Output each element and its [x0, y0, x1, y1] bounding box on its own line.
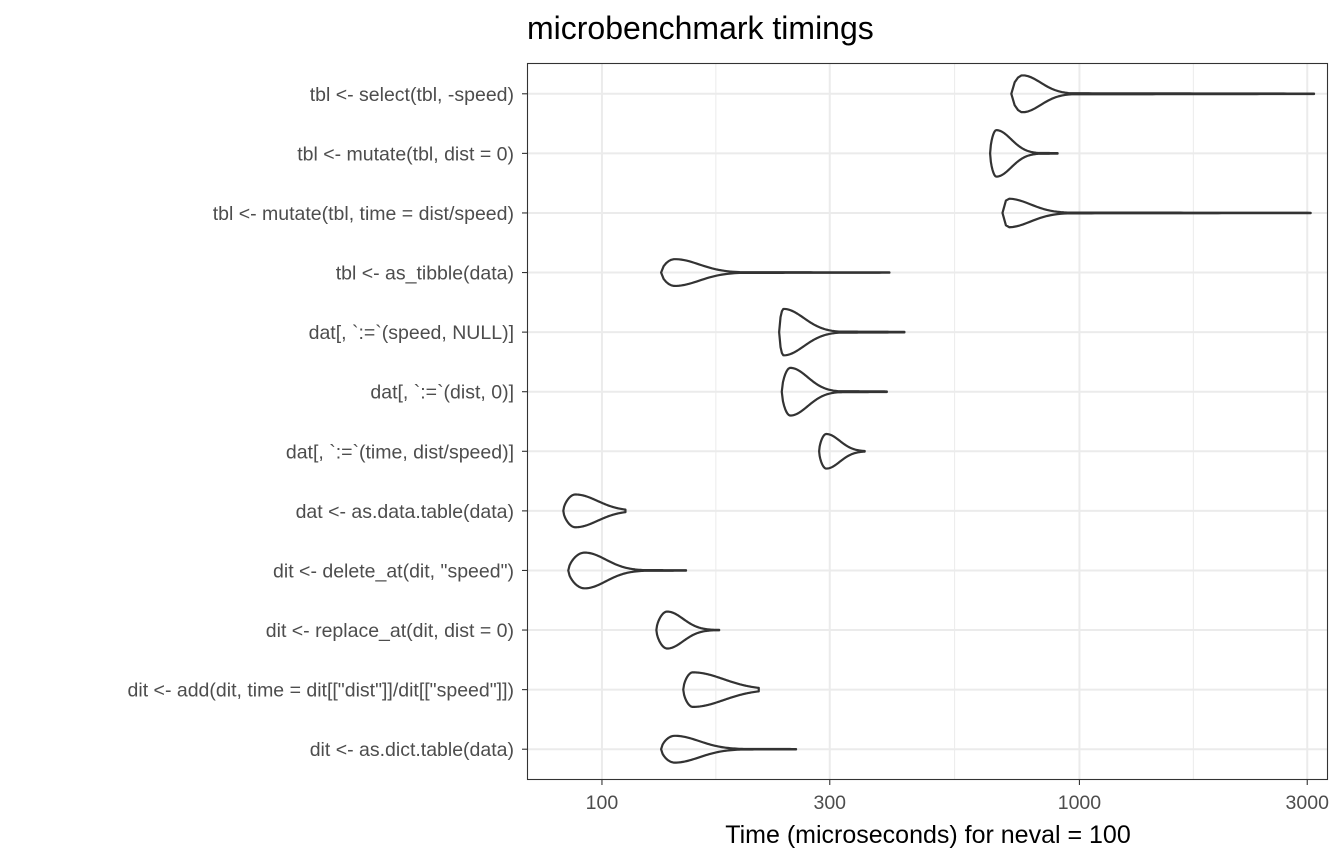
plot-panel-border [526, 62, 1329, 781]
violin-4 [778, 307, 906, 357]
y-tick-label: tbl <- mutate(tbl, dist = 0) [297, 143, 514, 165]
y-tick-label: dit <- as.dict.table(data) [310, 739, 514, 761]
y-tick-label: dit <- delete_at(dit, "speed") [273, 560, 514, 582]
violin-7 [562, 493, 627, 529]
y-tick-label: dat[, `:=`(speed, NULL)] [309, 322, 514, 344]
y-tick-label: dat[, `:=`(time, dist/speed)] [286, 441, 514, 463]
x-tick-label: 1000 [1058, 792, 1102, 814]
x-tick-label: 3000 [1286, 792, 1330, 814]
violin-2 [1001, 197, 1312, 229]
violin-10 [682, 671, 760, 708]
y-axis: tbl <- select(tbl, -speed) tbl <- mutate(… [128, 84, 528, 761]
chart-title: microbenchmark timings [527, 10, 874, 46]
violin-8 [567, 551, 688, 590]
violin-1 [989, 129, 1059, 178]
y-tick-label: tbl <- mutate(tbl, time = dist/speed) [213, 203, 514, 225]
violin-9 [655, 610, 721, 650]
violin-0 [1010, 74, 1316, 114]
y-tick-label: dat <- as.data.table(data) [296, 501, 514, 523]
x-tick-label: 300 [813, 792, 846, 814]
violin-6 [818, 432, 866, 470]
y-tick-label: tbl <- select(tbl, -speed) [310, 84, 514, 106]
violin-5 [780, 366, 888, 417]
violin-11 [660, 734, 798, 764]
x-axis-label: Time (microseconds) for neval = 100 [725, 821, 1130, 849]
y-tick-label: dat[, `:=`(dist, 0)] [370, 382, 514, 404]
minor-grid [715, 64, 1194, 779]
x-tick-label: 100 [586, 792, 619, 814]
violins [562, 74, 1316, 764]
y-tick-label: tbl <- as_tibble(data) [336, 263, 514, 285]
x-axis: 100 300 1000 3000 [586, 779, 1329, 814]
major-grid [528, 64, 1327, 779]
y-tick-label: dit <- replace_at(dit, dist = 0) [266, 620, 514, 642]
violin-3 [660, 258, 891, 288]
y-tick-label: dit <- add(dit, time = dit[["dist"]]/dit… [128, 680, 514, 702]
